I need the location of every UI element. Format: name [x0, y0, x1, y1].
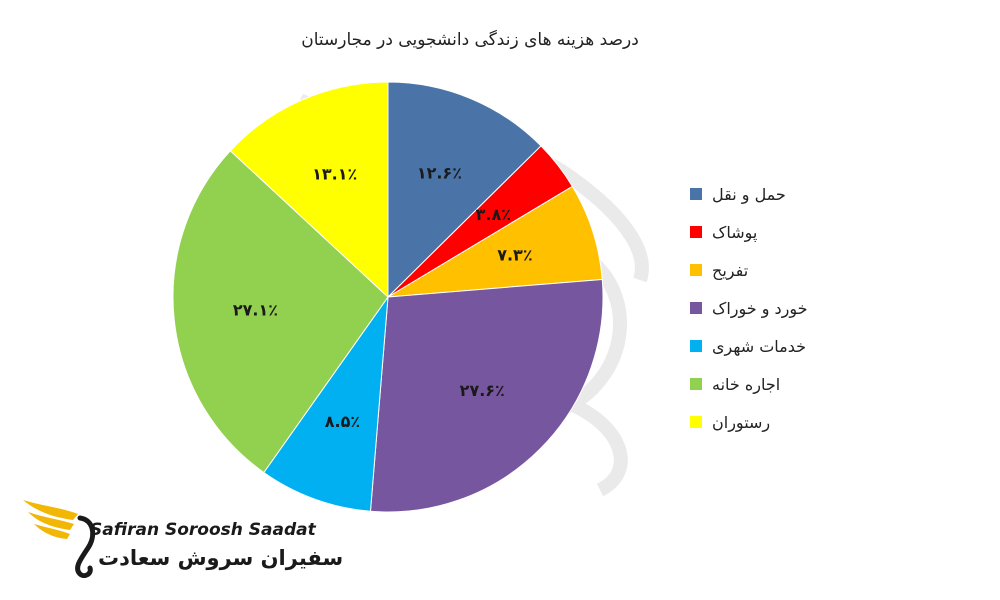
legend-swatch	[690, 226, 702, 238]
legend-label: حمل و نقل	[712, 184, 786, 204]
logo-text-persian: سفیران سروش سعادت	[98, 546, 344, 570]
legend-swatch	[690, 188, 702, 200]
legend-swatch	[690, 416, 702, 428]
legend-label: خورد و خوراک	[712, 298, 808, 318]
legend-swatch	[690, 302, 702, 314]
legend-item: رستوران	[690, 403, 890, 441]
pie-slice	[229, 81, 389, 299]
legend-item: پوشاک	[690, 213, 890, 251]
wing-logo-icon	[23, 500, 96, 578]
legend-label: رستوران	[712, 412, 771, 432]
legend-label: پوشاک	[712, 222, 758, 242]
slice-value-label: ۱۲.۶٪	[417, 164, 462, 183]
slice-value-label: ۷.۳٪	[497, 246, 532, 265]
legend-item: حمل و نقل	[690, 175, 890, 213]
slice-value-label: ۱۳.۱٪	[312, 164, 357, 183]
pie-slice	[369, 278, 604, 513]
legend-swatch	[690, 378, 702, 390]
slice-value-label: ۲۷.۶٪	[460, 381, 505, 400]
legend-label: خدمات شهری	[712, 336, 807, 356]
logo-text-english: Safiran Soroosh Saadat	[90, 520, 316, 540]
legend-item: خورد و خوراک	[690, 289, 890, 327]
legend-item: خدمات شهری	[690, 327, 890, 365]
legend-label: تفریح	[712, 260, 749, 280]
slice-value-label: ۸.۵٪	[325, 412, 360, 431]
legend-item: تفریح	[690, 251, 890, 289]
pie-slice	[172, 150, 389, 474]
slice-value-label: ۲۷.۱٪	[233, 300, 278, 319]
legend-swatch	[690, 264, 702, 276]
legend-swatch	[690, 340, 702, 352]
pie-slice	[387, 81, 542, 299]
company-logo: Safiran Soroosh Saadat سفیران سروش سعادت	[18, 488, 343, 588]
pie-slice	[263, 295, 389, 512]
pie-slice	[387, 185, 603, 298]
slice-value-label: ۳.۸٪	[476, 205, 511, 224]
chart-title: درصد هزینه های زندگی دانشجویی در مجارستا…	[301, 30, 639, 50]
legend-label: اجاره خانه	[712, 374, 781, 394]
legend-item: اجاره خانه	[690, 365, 890, 403]
chart-legend: حمل و نقل پوشاک تفریح خورد و خوراک خدمات شهر…	[690, 175, 890, 441]
